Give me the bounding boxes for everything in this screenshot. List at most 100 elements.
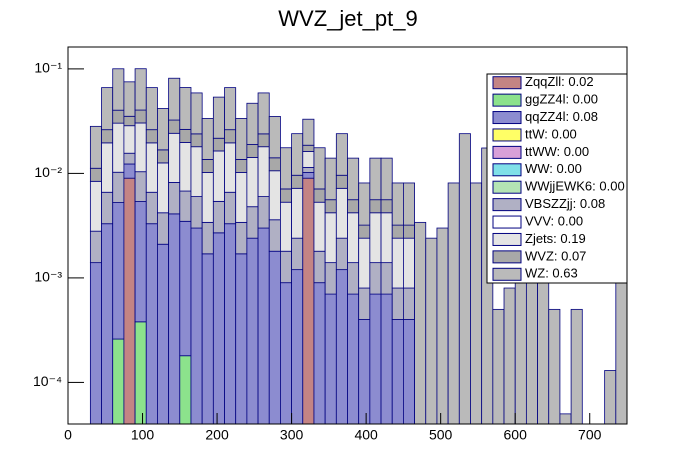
bar-segment: [212, 137, 225, 152]
bar-segment: [145, 129, 158, 144]
bar-segment: [402, 182, 415, 226]
legend-label: ttW: 0.00: [525, 126, 577, 141]
bar-segment: [347, 293, 360, 425]
bar-segment: [89, 262, 102, 425]
bar-segment: [235, 117, 248, 160]
x-tick-label: 400: [354, 427, 378, 443]
bar-segment: [112, 68, 125, 111]
bar-segment: [358, 287, 371, 320]
bar-segment: [324, 262, 337, 295]
bar-segment: [246, 206, 259, 239]
bar-segment: [89, 180, 102, 232]
x-tick-label: 200: [205, 427, 229, 443]
bar-segment: [503, 287, 516, 425]
bar-segment: [358, 182, 371, 226]
legend-swatch: [492, 232, 522, 246]
bar-segment: [604, 370, 617, 425]
bar-segment: [369, 293, 382, 425]
bar-segment: [302, 177, 315, 425]
bar-segment: [212, 200, 225, 234]
bar-segment: [335, 237, 348, 271]
bar-segment: [302, 118, 315, 146]
bar-segment: [447, 182, 460, 425]
bar-segment: [190, 146, 203, 197]
bar-segment: [201, 117, 214, 160]
bar-segment: [302, 144, 315, 152]
chart-title: WVZ_jet_pt_9: [278, 6, 417, 31]
bar-segment: [235, 253, 248, 425]
bar-segment: [313, 201, 326, 252]
bar-segment: [358, 224, 371, 239]
bar-segment: [212, 232, 225, 425]
legend-label: Zjets: 0.19: [525, 231, 586, 246]
y-tick-label: 10⁻²: [34, 164, 62, 180]
bar-segment: [324, 293, 337, 425]
bar-segment: [224, 142, 237, 193]
bar-segment: [280, 282, 293, 425]
bar-segment: [257, 227, 270, 425]
legend-swatch: [492, 180, 522, 194]
x-tick-label: 300: [280, 427, 304, 443]
bar-segment: [335, 133, 348, 176]
bar-segment: [101, 142, 114, 193]
bar-segment: [157, 212, 170, 245]
bar-segment: [246, 102, 259, 145]
y-tick-label: 10⁻¹: [34, 60, 62, 76]
bar-segment: [89, 125, 102, 169]
bar-segment: [280, 201, 293, 252]
bar-segment: [179, 190, 192, 222]
bar-segment: [380, 157, 393, 201]
x-tick-label: 700: [578, 427, 602, 443]
y-tick-label: 10⁻³: [34, 269, 62, 285]
bar-segment: [291, 187, 304, 239]
legend-label: VVV: 0.00: [525, 213, 583, 228]
x-tick-label: 100: [131, 427, 155, 443]
legend-swatch: [492, 145, 522, 159]
bar-segment: [157, 149, 170, 164]
bar-segment: [190, 227, 203, 425]
bar-segment: [436, 227, 449, 425]
legend-label: ttWW: 0.00: [525, 144, 589, 159]
legend-label: WVZ: 0.07: [525, 248, 586, 263]
bar-segment: [89, 230, 102, 264]
bar-segment: [101, 129, 114, 144]
bar-segment: [280, 188, 293, 203]
bar-segment: [235, 172, 248, 223]
bar-segment: [302, 172, 315, 179]
legend-label: WWjjEWK6: 0.00: [525, 179, 625, 194]
bar-segment: [201, 159, 214, 173]
bar-segment: [112, 109, 125, 124]
bar-segment: [123, 177, 136, 425]
bar-segment: [380, 199, 393, 214]
bar-segment: [268, 219, 281, 252]
y-tick-label: 10⁻⁴: [33, 373, 62, 389]
bar-segment: [291, 133, 304, 176]
bars: [89, 68, 628, 425]
bar-segment: [268, 170, 281, 221]
bar-segment: [190, 92, 203, 135]
bar-segment: [179, 142, 192, 192]
bar-segment: [134, 201, 147, 323]
bar-segment: [313, 147, 326, 190]
x-tick-label: 0: [64, 427, 72, 443]
bar-segment: [369, 157, 382, 201]
bar-segment: [201, 172, 214, 223]
bar-segment: [291, 269, 304, 425]
bar-segment: [101, 191, 114, 225]
bar-segment: [101, 223, 114, 425]
bar-segment: [369, 199, 382, 214]
bar-segment: [324, 157, 337, 201]
bar-segment: [347, 262, 360, 295]
legend-label: ZqqZll: 0.02: [525, 74, 594, 89]
bar-segment: [190, 196, 203, 229]
bar-segment: [145, 142, 158, 193]
bar-segment: [123, 152, 136, 165]
bar-segment: [402, 224, 415, 239]
bar-segment: [112, 338, 125, 425]
bar-segment: [425, 237, 438, 425]
bar-segment: [324, 212, 337, 264]
bar-segment: [335, 187, 348, 239]
bar-segment: [123, 81, 136, 117]
legend-swatch: [492, 76, 522, 90]
